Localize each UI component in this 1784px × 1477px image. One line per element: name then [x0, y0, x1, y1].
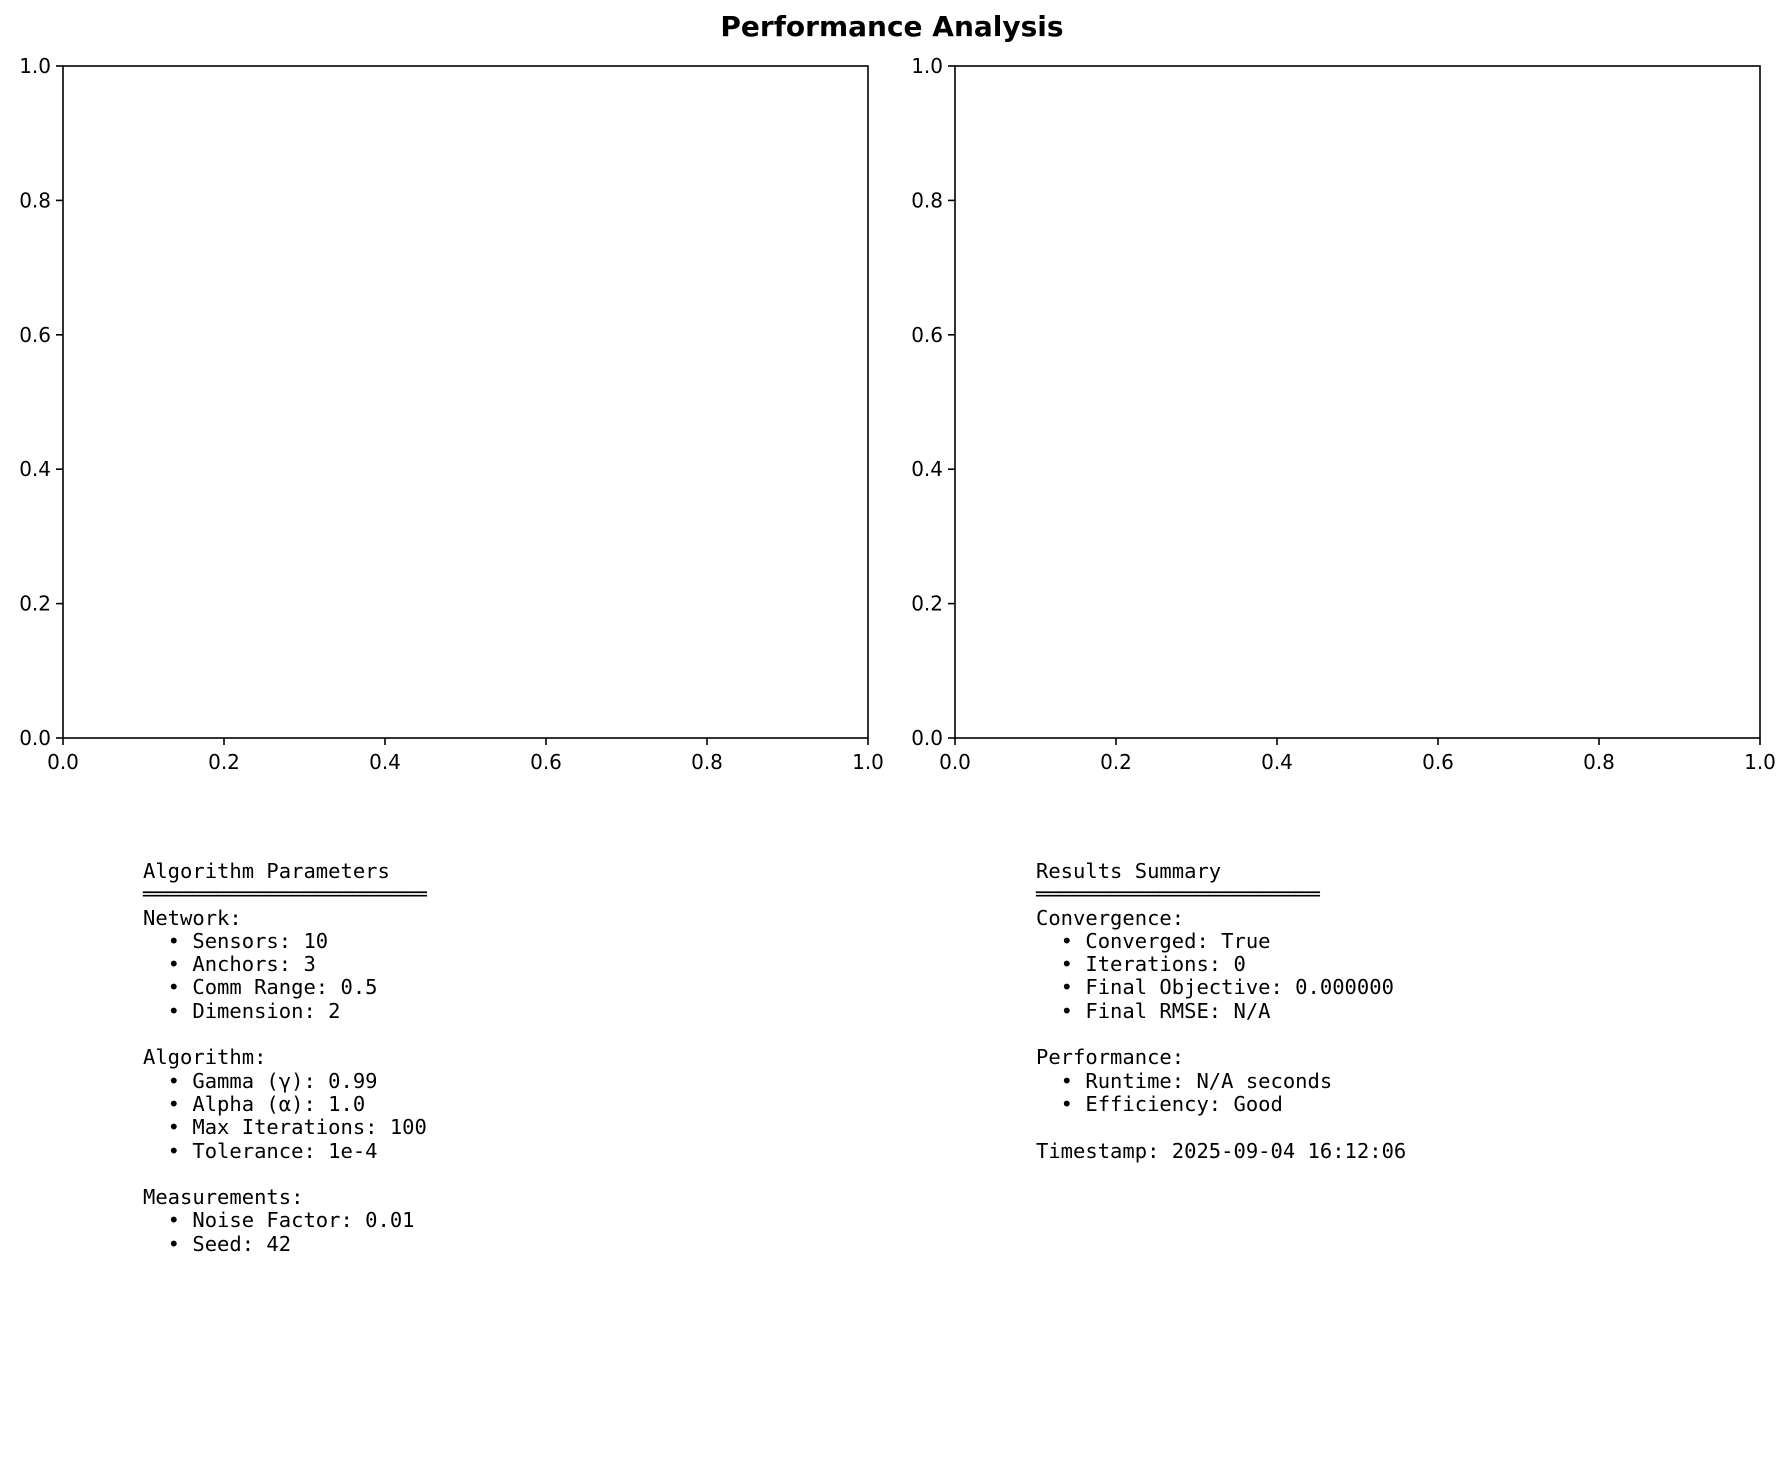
parameter-line: • Alpha (α): 1.0: [143, 1091, 366, 1116]
parameter-line: • Anchors: 3: [143, 952, 316, 977]
parameter-line: • Seed: 42: [143, 1231, 292, 1256]
x-tick-label: 0.2: [1100, 750, 1132, 774]
parameter-line: • Sensors: 10: [143, 928, 329, 953]
y-tick-label: 0.8: [911, 188, 943, 212]
result-line: Timestamp: 2025-09-04 16:12:06: [1036, 1138, 1407, 1163]
y-tick-label: 0.2: [19, 592, 51, 616]
result-line: [1036, 1023, 1406, 1046]
parameter-line: ═══════════════════════: [143, 882, 427, 907]
parameter-line: • Dimension: 2: [143, 998, 341, 1023]
x-tick-label: 0.8: [691, 750, 723, 774]
y-tick-label: 0.6: [911, 323, 943, 347]
result-line: • Iterations: 0: [1036, 952, 1246, 977]
axes-frame: [62, 65, 869, 739]
result-line: ═══════════════════════: [1036, 882, 1320, 907]
result-line: • Efficiency: Good: [1036, 1091, 1283, 1116]
right-chart: 0.0 0.2 0.4 0.6 0.8 1.0 0.0 0.2 0.4 0.6 0.8 1.0: [911, 54, 1776, 774]
y-tick-label: 0.4: [19, 457, 51, 481]
parameter-line: • Tolerance: 1e-4: [143, 1138, 378, 1163]
y-tick-label: 0.2: [911, 592, 943, 616]
result-line: • Converged: True: [1036, 928, 1271, 953]
x-tick-label: 1.0: [1744, 750, 1776, 774]
x-tick-label: 1.0: [852, 750, 884, 774]
x-tick-label: 0.4: [1261, 750, 1293, 774]
result-line: • Final RMSE: N/A: [1036, 998, 1271, 1023]
parameter-line: [143, 1023, 427, 1046]
x-tick-label: 0.0: [939, 750, 971, 774]
result-line: • Runtime: N/A seconds: [1036, 1068, 1333, 1093]
result-line: Performance:: [1036, 1045, 1185, 1070]
x-tick-label: 0.6: [1422, 750, 1454, 774]
algorithm-parameters-panel: Algorithm Parameters ════════════════════…: [143, 859, 427, 1256]
results-summary-panel: Results Summary ═══════════════════════ Co…: [1036, 859, 1407, 1163]
result-line: Results Summary: [1036, 859, 1222, 883]
x-tick-label: 0.4: [369, 750, 401, 774]
left-chart: 0.0 0.2 0.4 0.6 0.8 1.0 0.0 0.2 0.4 0.6 0.8 1.0: [19, 54, 884, 774]
result-line: • Final Objective: 0.000000: [1036, 975, 1394, 1000]
parameter-line: • Max Iterations: 100: [143, 1115, 427, 1140]
x-tick-label: 0.0: [47, 750, 79, 774]
y-tick-label: 1.0: [19, 54, 51, 78]
y-tick-label: 0.6: [19, 323, 51, 347]
y-tick-label: 0.0: [911, 726, 943, 750]
parameter-line: Network:: [143, 905, 242, 930]
figure-title: Performance Analysis: [720, 10, 1064, 43]
parameter-line: • Comm Range: 0.5: [143, 975, 378, 1000]
parameter-line: Algorithm:: [143, 1045, 267, 1070]
x-tick-label: 0.8: [1583, 750, 1615, 774]
result-line: [1036, 1116, 1406, 1139]
parameter-line: Measurements:: [143, 1185, 304, 1210]
axes-frame: [954, 65, 1761, 739]
x-tick-label: 0.6: [530, 750, 562, 774]
parameter-line: • Noise Factor: 0.01: [143, 1208, 415, 1233]
y-tick-label: 0.4: [911, 457, 943, 481]
x-tick-label: 0.2: [208, 750, 240, 774]
parameter-line: [143, 1163, 427, 1186]
y-tick-label: 0.0: [19, 726, 51, 750]
result-line: Convergence:: [1036, 905, 1185, 930]
parameter-line: • Gamma (γ): 0.99: [143, 1068, 378, 1093]
parameter-line: Algorithm Parameters: [143, 859, 390, 883]
y-tick-label: 0.8: [19, 188, 51, 212]
y-tick-label: 1.0: [911, 54, 943, 78]
